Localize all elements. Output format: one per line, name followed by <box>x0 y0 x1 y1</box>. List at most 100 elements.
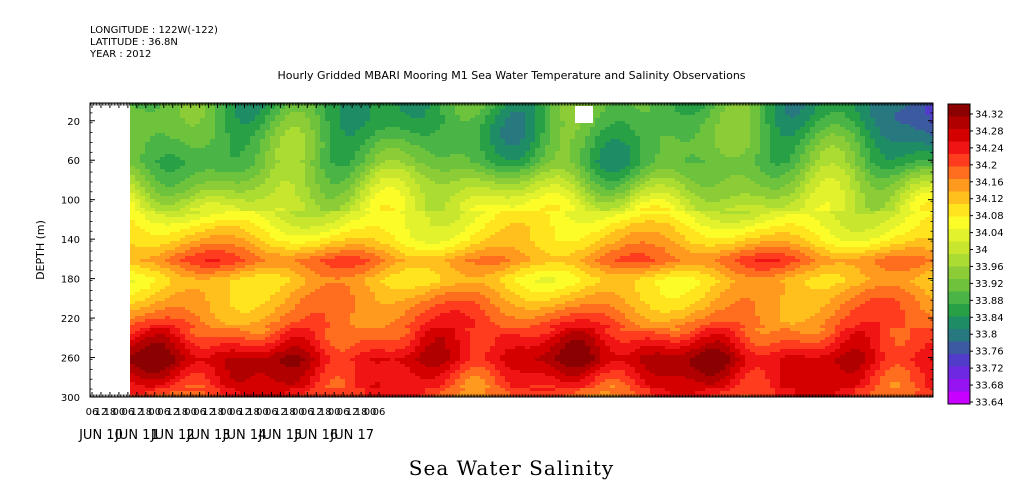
heat-cell <box>290 361 296 365</box>
heat-cell <box>330 226 336 230</box>
heat-cell <box>155 385 161 389</box>
heat-cell <box>250 235 256 239</box>
heat-cell <box>315 196 321 200</box>
heat-cell <box>135 118 141 122</box>
heat-cell <box>325 112 331 116</box>
heat-cell <box>255 361 261 365</box>
heat-cell <box>190 232 196 236</box>
heat-cell <box>210 190 216 194</box>
heat-cell <box>325 157 331 161</box>
heat-cell <box>135 283 141 287</box>
heat-cell <box>370 208 376 212</box>
heat-cell <box>325 169 331 173</box>
heat-cell <box>380 136 386 140</box>
heat-cell <box>185 379 191 383</box>
heat-cell <box>225 142 231 146</box>
heat-cell <box>215 277 221 281</box>
heat-cell <box>230 271 236 275</box>
heat-cell <box>150 241 156 245</box>
heat-cell <box>315 124 321 128</box>
heat-cell <box>220 181 226 185</box>
heat-cell <box>310 259 316 263</box>
heat-cell <box>290 373 296 377</box>
heat-cell <box>380 187 386 191</box>
heat-cell <box>260 163 266 167</box>
heat-cell <box>175 382 181 386</box>
heat-cell <box>210 235 216 239</box>
heat-cell <box>275 301 281 305</box>
heat-cell <box>225 298 231 302</box>
heat-cell <box>275 115 281 119</box>
heat-cell <box>225 178 231 182</box>
heat-cell <box>160 145 166 149</box>
heat-cell <box>280 169 286 173</box>
heat-cell <box>135 388 141 392</box>
heat-cell <box>340 259 346 263</box>
heat-cell <box>130 259 136 263</box>
heat-cell <box>200 259 206 263</box>
heat-cell <box>245 238 251 242</box>
heat-cell <box>255 349 261 353</box>
heat-cell <box>160 358 166 362</box>
heat-cell <box>375 385 381 389</box>
heat-cell <box>380 175 386 179</box>
heat-cell <box>260 169 266 173</box>
heat-cell <box>140 304 146 308</box>
heat-cell <box>210 271 216 275</box>
heat-cell <box>365 157 371 161</box>
heat-cell <box>285 139 291 143</box>
heat-cell <box>135 232 141 236</box>
heat-cell <box>295 187 301 191</box>
heat-cell <box>165 286 171 290</box>
heat-cell <box>370 352 376 356</box>
heat-cell <box>310 319 316 323</box>
heat-cell <box>230 124 236 128</box>
heat-cell <box>190 118 196 122</box>
heat-cell <box>145 280 151 284</box>
heat-cell <box>320 124 326 128</box>
heat-cell <box>170 190 176 194</box>
heat-cell <box>250 211 256 215</box>
heat-cell <box>135 145 141 149</box>
heat-cell <box>245 211 251 215</box>
heat-cell <box>205 310 211 314</box>
heat-cell <box>265 274 271 278</box>
heat-cell <box>370 106 376 110</box>
heat-cell <box>210 367 216 371</box>
heat-cell <box>210 145 216 149</box>
heat-cell <box>145 160 151 164</box>
heat-cell <box>190 283 196 287</box>
heat-cell <box>265 241 271 245</box>
heat-cell <box>240 238 246 242</box>
heat-cell <box>195 184 201 188</box>
heat-cell <box>250 340 256 344</box>
heat-cell <box>240 244 246 248</box>
heat-cell <box>335 169 341 173</box>
heat-cell <box>380 361 386 365</box>
heat-cell <box>290 115 296 119</box>
heat-cell <box>320 316 326 320</box>
heat-cell <box>275 334 281 338</box>
heat-cell <box>305 346 311 350</box>
heat-cell <box>185 346 191 350</box>
heat-cell <box>150 247 156 251</box>
heat-cell <box>165 229 171 233</box>
heat-cell <box>260 271 266 275</box>
heat-cell <box>375 235 381 239</box>
heat-cell <box>335 235 341 239</box>
heat-cell <box>145 139 151 143</box>
heat-cell <box>245 343 251 347</box>
heat-cell <box>190 103 196 107</box>
heat-cell <box>320 121 326 125</box>
heat-cell <box>140 217 146 221</box>
heat-cell <box>245 298 251 302</box>
heat-cell <box>310 208 316 212</box>
heat-cell <box>190 109 196 113</box>
heat-cell <box>190 256 196 260</box>
heat-cell <box>255 229 261 233</box>
heat-cell <box>350 115 356 119</box>
heat-cell <box>295 178 301 182</box>
heat-cell <box>270 241 276 245</box>
heat-cell <box>175 181 181 185</box>
heat-cell <box>270 166 276 170</box>
